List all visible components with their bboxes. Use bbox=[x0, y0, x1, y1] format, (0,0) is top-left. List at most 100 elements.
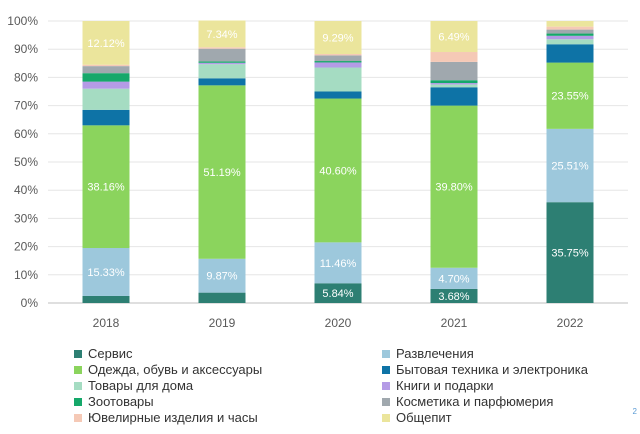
y-tick-label: 70% bbox=[14, 99, 38, 113]
legend-item: Одежда, обувь и аксессуары bbox=[74, 362, 262, 377]
bar-segment-2018 bbox=[82, 248, 130, 296]
data-label: 4.70% bbox=[438, 273, 469, 285]
data-label: 38.16% bbox=[87, 182, 125, 194]
legend-swatch bbox=[74, 365, 82, 374]
page-number: 2 bbox=[632, 407, 637, 416]
bar-segment-2020 bbox=[314, 98, 362, 243]
legend-swatch bbox=[74, 381, 82, 390]
bar-segment-2021 bbox=[430, 288, 478, 303]
data-label: 5.84% bbox=[322, 288, 353, 300]
bar-segment-2018 bbox=[82, 64, 130, 67]
bar-segment-2022 bbox=[546, 202, 594, 303]
legend-label: Бытовая техника и электроника bbox=[396, 362, 588, 377]
bar-segment-2020 bbox=[314, 283, 362, 303]
legend-label: Книги и подарки bbox=[396, 378, 494, 393]
bar-segment-2020 bbox=[314, 62, 362, 68]
bar-segment-2022 bbox=[546, 128, 594, 203]
bar-segment-2019 bbox=[198, 20, 246, 48]
chart-legend: Сервис Развлечения Одежда, обувь и аксессу… bbox=[74, 346, 614, 426]
y-tick-label: 40% bbox=[14, 183, 38, 197]
data-label: 6.49% bbox=[438, 32, 469, 44]
bar-segment-2021 bbox=[430, 267, 478, 289]
legend-label: Общепит bbox=[396, 410, 452, 425]
legend-label: Сервис bbox=[88, 346, 133, 361]
legend-item: Развлечения bbox=[382, 346, 474, 361]
bar-segment-2020 bbox=[314, 242, 362, 284]
bar-segment-2021 bbox=[430, 84, 478, 88]
legend-swatch bbox=[382, 397, 390, 406]
legend-item: Сервис bbox=[74, 346, 133, 361]
legend-item: Зоотовары bbox=[74, 394, 154, 409]
legend-swatch bbox=[382, 381, 390, 390]
x-tick-label: 2020 bbox=[325, 316, 352, 330]
legend-label: Развлечения bbox=[396, 346, 474, 361]
bar-segment-2018 bbox=[82, 81, 130, 89]
bar-segment-2022 bbox=[546, 26, 594, 30]
bar-segment-2021 bbox=[430, 52, 478, 62]
bar-segment-2022 bbox=[546, 44, 594, 63]
bar-segment-2018 bbox=[82, 88, 130, 110]
bar-segment-2022 bbox=[546, 39, 594, 45]
legend-swatch bbox=[382, 365, 390, 374]
bar-segment-2022 bbox=[546, 33, 594, 36]
bar-segment-2022 bbox=[546, 21, 594, 27]
data-label: 12.12% bbox=[87, 38, 125, 50]
data-label: 9.87% bbox=[206, 271, 237, 283]
data-label: 51.19% bbox=[203, 167, 241, 179]
bar-segment-2021 bbox=[430, 105, 478, 268]
y-tick-label: 30% bbox=[14, 211, 38, 225]
y-tick-label: 10% bbox=[14, 268, 38, 282]
bar-segment-2019 bbox=[198, 64, 246, 79]
y-tick-label: 90% bbox=[14, 42, 38, 56]
data-label: 7.34% bbox=[206, 29, 237, 41]
bar-segment-2020 bbox=[314, 61, 362, 63]
y-tick-label: 50% bbox=[14, 155, 38, 169]
bar-segment-2021 bbox=[430, 80, 478, 84]
y-tick-label: 20% bbox=[14, 240, 38, 254]
legend-label: Косметика и парфюмерия bbox=[396, 394, 554, 409]
legend-item: Книги и подарки bbox=[382, 378, 493, 393]
bar-segment-2022 bbox=[546, 62, 594, 129]
legend-item: Косметика и парфюмерия bbox=[382, 394, 553, 409]
bar-segment-2020 bbox=[314, 55, 362, 62]
bar-segment-2018 bbox=[82, 21, 130, 65]
y-tick-label: 60% bbox=[14, 127, 38, 141]
bar-segment-2021 bbox=[430, 21, 478, 53]
bar-segment-2022 bbox=[546, 29, 594, 34]
y-tick-label: 80% bbox=[14, 70, 38, 84]
data-label: 15.33% bbox=[87, 267, 125, 279]
bar-segment-2019 bbox=[198, 85, 246, 259]
legend-label: Зоотовары bbox=[88, 394, 154, 409]
bar-segment-2018 bbox=[82, 109, 130, 126]
legend-label: Одежда, обувь и аксессуары bbox=[88, 362, 263, 377]
bar-segment-2020 bbox=[314, 21, 362, 54]
x-tick-label: 2019 bbox=[209, 316, 236, 330]
data-label: 39.80% bbox=[435, 182, 473, 194]
bar-segment-2021 bbox=[430, 61, 478, 81]
legend-swatch bbox=[74, 413, 82, 422]
data-label: 25.51% bbox=[551, 161, 589, 173]
bar-segment-2019 bbox=[198, 47, 246, 49]
bar-segment-2018 bbox=[82, 66, 130, 74]
legend-swatch bbox=[74, 397, 82, 406]
bar-segment-2018 bbox=[82, 125, 130, 249]
y-tick-label: 0% bbox=[21, 296, 39, 310]
bar-segment-2020 bbox=[314, 67, 362, 92]
y-tick-label: 100% bbox=[7, 14, 38, 28]
data-label: 23.55% bbox=[551, 91, 589, 103]
legend-label: Ювелирные изделия и часы bbox=[88, 410, 258, 425]
data-label: 3.68% bbox=[438, 291, 469, 303]
legend-item: Бытовая техника и электроника bbox=[382, 362, 588, 377]
bar-segment-2018 bbox=[82, 73, 130, 82]
data-label: 40.60% bbox=[319, 165, 357, 177]
bar-segment-2018 bbox=[82, 295, 130, 303]
stacked-bar-chart: 0% 10% 20% 30% 40% 50% 60% 70% 80% 90% 100% 15.33% 3… bbox=[7, 14, 628, 330]
x-tick-label: 2021 bbox=[441, 316, 468, 330]
data-label: 9.29% bbox=[322, 32, 353, 44]
legend-swatch bbox=[74, 349, 82, 358]
bar-segment-2022 bbox=[546, 35, 594, 40]
legend-item: Общепит bbox=[382, 410, 452, 425]
legend-swatch bbox=[382, 349, 390, 358]
bar-segment-2019 bbox=[198, 258, 246, 293]
legend-swatch bbox=[382, 413, 390, 422]
